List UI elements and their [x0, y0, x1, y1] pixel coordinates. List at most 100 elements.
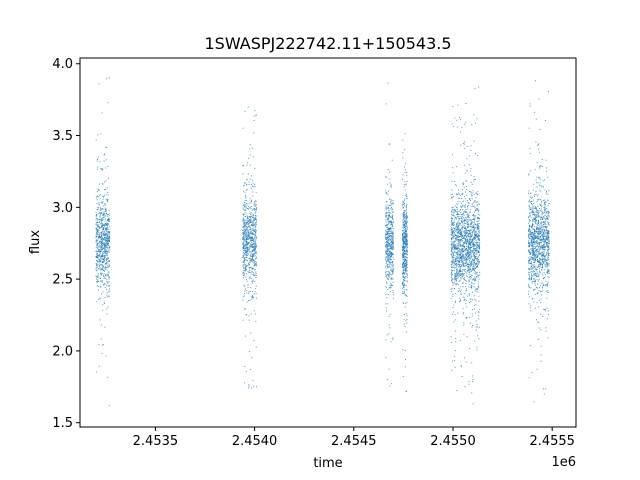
data-point	[467, 250, 468, 252]
data-point	[452, 193, 454, 195]
data-point	[107, 222, 109, 224]
data-point	[465, 121, 467, 123]
data-point	[248, 208, 250, 210]
data-point	[391, 242, 393, 243]
data-point	[476, 272, 478, 273]
data-point	[404, 294, 406, 296]
data-point	[404, 271, 406, 273]
data-point	[533, 238, 535, 240]
data-point	[387, 266, 389, 268]
data-point	[96, 209, 98, 211]
data-point	[468, 214, 470, 216]
data-point	[451, 233, 453, 235]
data-point	[452, 236, 454, 238]
data-point	[96, 230, 98, 232]
data-point	[465, 217, 467, 219]
data-point	[473, 272, 475, 274]
data-point	[101, 236, 103, 237]
data-point	[458, 261, 460, 263]
data-point	[451, 234, 453, 236]
data-point	[527, 236, 529, 238]
data-point	[477, 239, 479, 241]
data-point	[244, 201, 245, 203]
data-point	[251, 278, 253, 280]
data-point	[251, 217, 253, 218]
data-point	[457, 229, 458, 231]
data-point	[452, 231, 454, 233]
data-point	[102, 229, 104, 231]
data-point	[253, 340, 255, 341]
data-point	[467, 222, 469, 224]
data-point	[406, 275, 408, 277]
data-point	[404, 242, 406, 243]
data-point	[104, 270, 106, 272]
data-point	[461, 198, 463, 200]
data-point	[106, 187, 108, 189]
data-point	[251, 259, 253, 261]
data-point	[101, 246, 103, 248]
data-point	[106, 222, 108, 224]
data-point	[456, 276, 458, 278]
data-point	[406, 294, 408, 296]
data-point	[96, 244, 98, 246]
data-point	[402, 214, 404, 216]
data-point	[249, 299, 251, 301]
data-point	[390, 240, 392, 242]
data-point	[470, 174, 472, 176]
data-point	[467, 235, 469, 237]
data-point	[244, 288, 246, 290]
data-point	[98, 224, 100, 226]
data-point	[476, 233, 478, 235]
data-point	[536, 176, 538, 178]
data-point	[477, 256, 479, 258]
data-point	[97, 168, 98, 170]
data-point	[403, 243, 405, 245]
data-point	[248, 291, 250, 293]
data-point	[247, 243, 249, 245]
data-point	[98, 273, 99, 275]
data-point	[405, 222, 407, 224]
data-point	[470, 265, 472, 267]
data-point	[473, 238, 475, 240]
data-point	[459, 201, 461, 203]
data-point	[246, 232, 248, 234]
data-point	[402, 286, 404, 288]
data-point	[452, 172, 454, 174]
data-point	[470, 200, 471, 201]
data-point	[471, 221, 473, 223]
data-point	[538, 189, 540, 191]
data-point	[97, 206, 99, 208]
data-point	[404, 133, 406, 135]
data-point	[388, 266, 390, 268]
data-point	[466, 272, 468, 274]
data-point	[451, 222, 453, 224]
data-point	[531, 245, 533, 247]
data-point	[250, 259, 252, 261]
data-point	[403, 225, 405, 226]
data-point	[458, 243, 460, 245]
data-point	[529, 206, 531, 208]
data-point	[537, 241, 539, 243]
data-point	[476, 346, 478, 348]
data-point	[478, 246, 480, 248]
data-point	[101, 226, 103, 228]
data-point	[539, 178, 541, 180]
data-point	[100, 256, 101, 258]
data-point	[479, 242, 481, 244]
data-point	[477, 291, 479, 293]
data-point	[459, 274, 461, 276]
data-point	[405, 259, 407, 261]
data-point	[102, 205, 104, 207]
data-point	[104, 276, 106, 278]
data-point	[101, 273, 103, 274]
data-point	[460, 254, 462, 256]
data-point	[105, 167, 107, 169]
data-point	[473, 308, 475, 310]
data-point	[465, 191, 466, 193]
data-point	[478, 230, 480, 232]
data-point	[107, 199, 108, 201]
data-point	[389, 171, 391, 173]
data-point	[389, 253, 390, 255]
data-point	[451, 360, 453, 362]
data-point	[387, 253, 389, 255]
